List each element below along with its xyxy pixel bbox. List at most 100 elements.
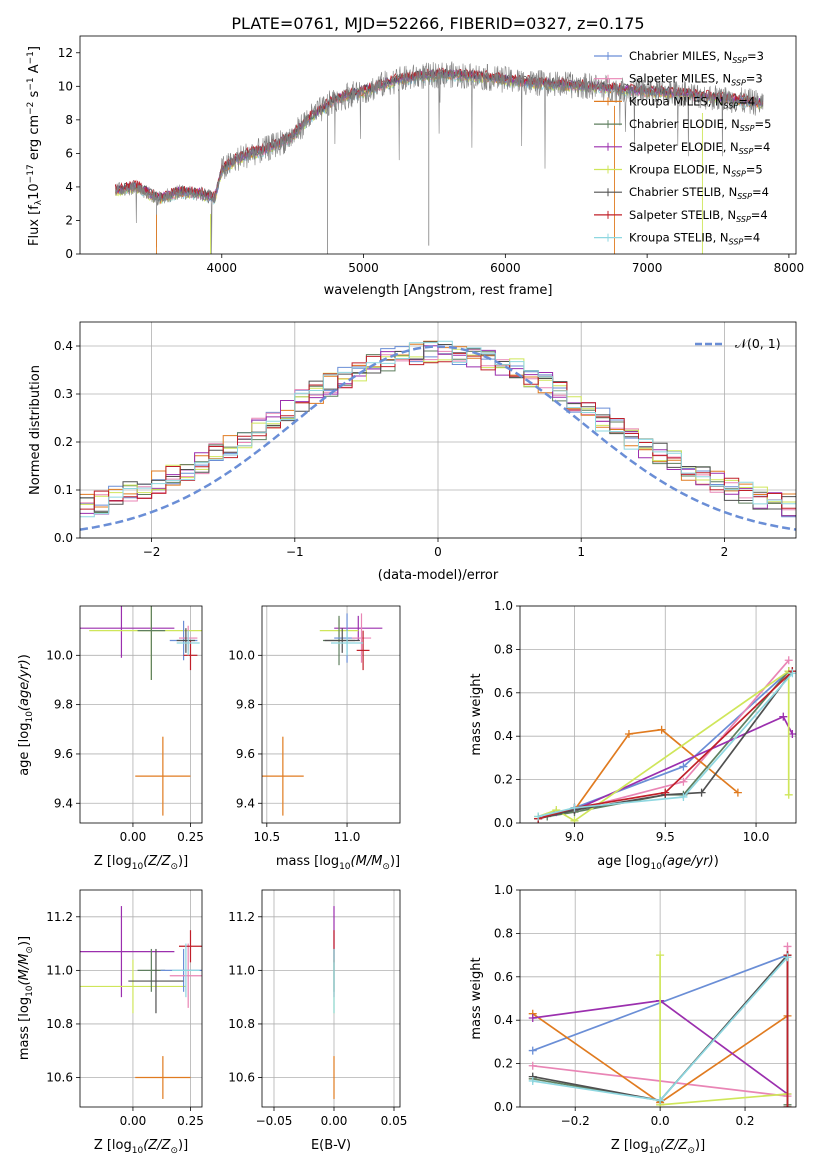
label-part: (Z/Z: [143, 1138, 171, 1153]
y-tick-label: 0.6: [494, 970, 513, 984]
legend-label: Salpeter MILES, NSSP=3: [629, 72, 763, 88]
legend-sub: SSP: [731, 79, 746, 88]
legend-name: Salpeter MILES, N: [629, 72, 731, 86]
label-part: −1: [26, 51, 36, 64]
weight-point: [656, 1096, 665, 1105]
legend-label: Salpeter STELIB, NSSP=4: [629, 208, 768, 224]
weight-point: [528, 1014, 537, 1023]
label-part: (Z/Z: [660, 1138, 688, 1153]
legend-item: Chabrier ELODIE, NSSP=5: [594, 117, 771, 133]
axes-frame: [79, 889, 203, 1108]
label-sub: ⊙: [170, 1146, 178, 1156]
label-part: Z [log: [94, 1138, 132, 1153]
x-axis-label: (data-model)/error: [378, 568, 499, 583]
label-part: mass [log: [276, 854, 339, 869]
y-tick-label: 9.8: [236, 698, 255, 712]
y-tick-label: 2: [65, 213, 73, 227]
y-tick-label: 0.6: [494, 686, 513, 700]
y-axis-label: age [log10(age/yr)): [17, 654, 35, 776]
y-tick-label: 0.0: [54, 531, 73, 545]
label-sub: 10: [25, 985, 35, 997]
weight-point: [570, 816, 579, 823]
plot-area: [115, 61, 764, 254]
label-part: )]: [178, 1138, 188, 1153]
x-tick-label: 1: [577, 545, 585, 559]
y-tick-label: 0.3: [54, 387, 73, 401]
y-axis-label: mass weight: [469, 957, 484, 1039]
weight-point: [534, 812, 543, 821]
grid: [262, 890, 400, 1107]
x-tick-label: 4000: [207, 261, 238, 275]
weight-series: [538, 672, 794, 818]
label-part: Z [log: [611, 1138, 649, 1153]
histogram-series: [80, 341, 796, 512]
grid: [262, 606, 400, 823]
y-tick-label: 0.2: [54, 435, 73, 449]
axes-frame: [261, 889, 401, 1108]
y-tick-label: 12: [58, 46, 73, 60]
y-tick-label: 11.2: [46, 910, 73, 924]
weight-point: [679, 792, 688, 801]
grid: [520, 889, 796, 1108]
y-tick-label: 10.6: [46, 1071, 73, 1085]
legend-sub: SSP: [739, 147, 754, 156]
legend-sub: SSP: [736, 215, 751, 224]
legend-value: =4: [738, 94, 755, 108]
y-tick-label: 0.8: [494, 642, 513, 656]
x-axis-label: mass [log10(M/M⊙)]: [276, 854, 400, 872]
weight-point: [570, 803, 579, 812]
weight-point: [783, 1103, 792, 1107]
y-tick-label: 0.2: [494, 1057, 513, 1071]
x-tick-label: −0.2: [561, 1114, 590, 1128]
x-axis-label: Z [log10(Z/Z⊙)]: [94, 854, 188, 872]
y-tick-label: 9.6: [54, 747, 73, 761]
y-tick-label: 4: [65, 180, 73, 194]
y-tick-label: 1.0: [494, 599, 513, 613]
x-axis-label: Z [log10(Z/Z⊙)]: [611, 1138, 705, 1156]
y-tick-label: 0.8: [494, 926, 513, 940]
grid: [80, 606, 202, 823]
x-tick-label: −2: [143, 545, 161, 559]
legend-item: Kroupa MILES, NSSP=4: [594, 94, 755, 110]
label-part: (Z/Z: [143, 854, 171, 869]
label-sub: ⊙: [170, 862, 178, 872]
plot-area: [262, 613, 383, 816]
x-tick-label: 0.0: [651, 1114, 670, 1128]
label-part: )]: [17, 936, 32, 946]
x-tick-label: 0.00: [120, 1114, 147, 1128]
x-tick-label: 0.2: [735, 1114, 754, 1128]
weight-point: [784, 656, 793, 665]
label-part: (M/M: [17, 954, 32, 986]
charts-layer: 4000 5000 6000 7000 8000024681012wavelength …: [17, 35, 804, 1156]
y-tick-label: 0.4: [494, 1013, 513, 1027]
weight-point: [528, 1046, 537, 1055]
x-axis-label: E(B-V): [311, 1138, 351, 1153]
weight-point: [656, 951, 665, 960]
label-part: λ: [34, 199, 44, 205]
weight_vs_Z-panel: −0.2 0.0 0.2 0.0 0.2 0.4 0.6 0.8 1.0 mass weight Z…: [469, 883, 797, 1156]
y-tick-label: 0.0: [494, 1100, 513, 1114]
label-part: (age/yr): [662, 854, 714, 869]
y-tick-label: 0.0: [494, 816, 513, 830]
label-sub: ⊙: [687, 1146, 695, 1156]
label-part: A: [27, 64, 42, 77]
weight-point: [528, 1076, 537, 1085]
x-tick-label: 10.5: [253, 830, 280, 844]
label-part: −1: [26, 77, 36, 90]
y-axis-label: Flux [fλ10−17 erg cm−2 s−1 A−1]: [26, 46, 44, 246]
age_vs_Z-panel: 0.00 0.259.49.69.810.0Z [log10(Z/Z⊙)]age …: [17, 605, 204, 872]
label-sub: ⊙: [25, 946, 35, 954]
x-tick-label: −0.05: [256, 1114, 293, 1128]
axes-frame: [519, 889, 797, 1108]
legend-label: Kroupa STELIB, NSSP=4: [629, 231, 760, 247]
mass_vs_ebv-panel: −0.05 0.00 0.05 10.6 10.8 11.0 11.2 E(B-V): [228, 889, 407, 1153]
y-tick-label: 10.6: [228, 1071, 255, 1085]
label-sub: 10: [132, 1146, 144, 1156]
legend-name: Kroupa ELODIE, N: [629, 163, 731, 177]
y-tick-label: 1.0: [494, 883, 513, 897]
model-spectrum: [115, 67, 764, 200]
legend-label: Salpeter ELODIE, NSSP=4: [629, 140, 770, 156]
legend-value: =4: [743, 231, 760, 245]
legend-value: =4: [753, 140, 770, 154]
